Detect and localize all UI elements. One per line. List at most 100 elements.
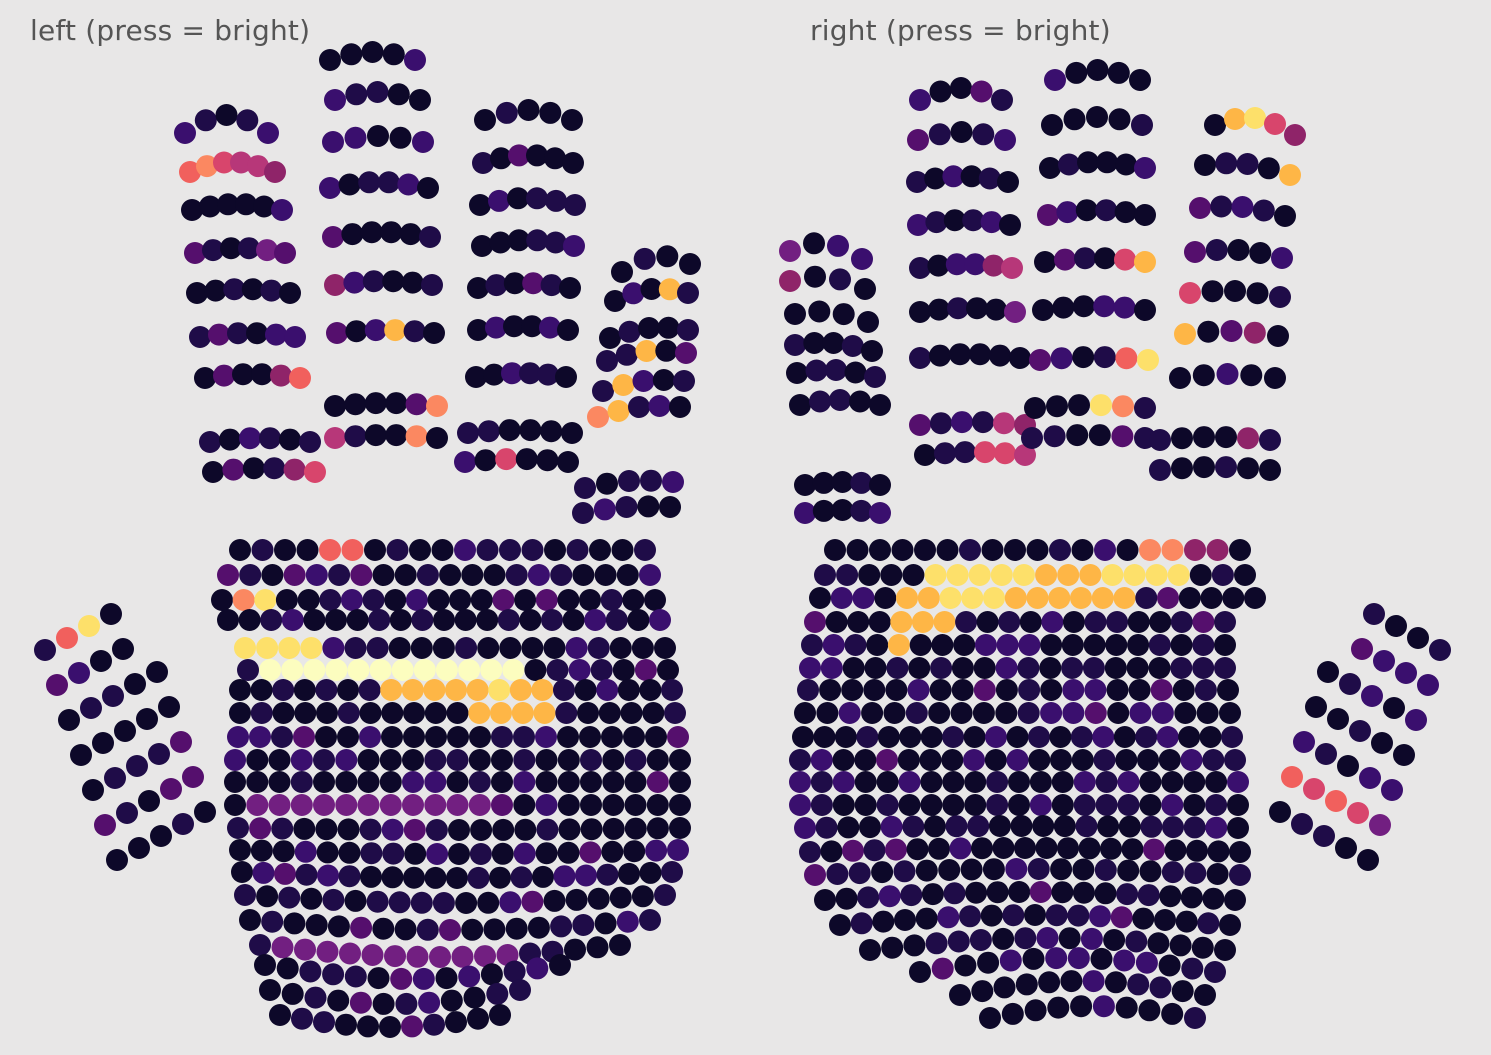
sensor-dot — [779, 240, 801, 262]
sensor-dot — [489, 866, 511, 889]
sensor-dot — [961, 587, 984, 609]
sensor-dot — [994, 129, 1016, 151]
sensor-dot — [656, 245, 679, 268]
sensor-dot — [401, 1015, 423, 1038]
sensor-dot — [914, 539, 936, 561]
sensor-dot — [1167, 564, 1190, 586]
sensor-dot — [995, 657, 1018, 679]
sensor-dot — [602, 794, 625, 816]
sensor-dot — [602, 817, 625, 840]
sensor-dot — [483, 918, 506, 941]
sensor-dot — [1184, 241, 1206, 263]
sensor-dot — [673, 370, 695, 392]
sensor-dot — [789, 771, 811, 793]
sensor-dot — [902, 564, 925, 586]
sensor-dot — [469, 194, 491, 216]
sensor-dot — [829, 914, 851, 936]
sensor-dot — [106, 849, 128, 871]
sensor-dot — [880, 564, 903, 586]
sensor-dot — [623, 840, 646, 863]
sensor-dot — [1095, 794, 1118, 816]
sensor-dot — [513, 749, 536, 771]
sensor-dot — [411, 609, 434, 631]
sensor-dot — [194, 109, 217, 132]
sensor-dot — [1115, 996, 1138, 1019]
sensor-dot — [950, 702, 973, 724]
sensor-dot — [1169, 934, 1192, 957]
sensor-dot — [90, 650, 112, 672]
sensor-dot — [1072, 881, 1095, 904]
sensor-dot — [1219, 914, 1241, 936]
sensor-dot — [1005, 858, 1028, 880]
sensor-dot — [447, 726, 469, 748]
sensor-dot — [303, 609, 326, 631]
right-hand-sensors — [779, 59, 1451, 1029]
sensor-dot — [909, 347, 931, 369]
sensor-dot — [1224, 749, 1246, 771]
sensor-dot — [667, 839, 689, 861]
sensor-dot — [472, 152, 494, 174]
sensor-dot — [527, 564, 550, 586]
sensor-dot — [446, 749, 469, 771]
sensor-dot — [593, 498, 616, 521]
sensor-dot — [477, 420, 500, 443]
sensor-dot — [94, 814, 116, 836]
sensor-dot — [896, 587, 918, 609]
sensor-dot — [435, 967, 458, 990]
sensor-dot — [237, 659, 259, 681]
sensor-dot — [382, 270, 405, 293]
sensor-dot — [786, 362, 808, 384]
sensor-dot — [281, 609, 304, 631]
sensor-dot — [509, 679, 532, 701]
sensor-dot — [909, 89, 931, 111]
sensor-dot — [927, 254, 950, 277]
sensor-dot — [532, 865, 554, 888]
sensor-dot — [507, 187, 529, 210]
sensor-dot — [640, 469, 662, 492]
sensor-dot — [379, 1016, 401, 1038]
sensor-dot — [963, 726, 986, 748]
sensor-dot — [1083, 634, 1106, 656]
sensor-dot — [349, 991, 372, 1014]
sensor-dot — [1050, 858, 1073, 881]
sensor-dot — [1084, 679, 1107, 701]
sensor-dot — [337, 818, 360, 841]
sensor-dot — [251, 363, 273, 386]
sensor-dot — [1202, 887, 1225, 910]
sensor-dot — [1071, 749, 1094, 771]
sensor-dot — [568, 659, 591, 681]
sensor-dot — [618, 470, 640, 492]
sensor-dot — [616, 910, 639, 933]
sensor-dot — [315, 726, 337, 748]
sensor-dot — [344, 965, 367, 988]
sensor-dot — [405, 393, 428, 416]
sensor-dot — [832, 303, 855, 326]
sensor-dot — [1229, 864, 1251, 886]
sensor-dot — [831, 499, 854, 521]
sensor-dot — [947, 297, 969, 320]
sensor-dot — [357, 771, 380, 793]
sensor-dot — [1205, 239, 1228, 261]
sensor-dot — [996, 634, 1019, 656]
sensor-dot — [259, 659, 282, 681]
sensor-dot — [993, 976, 1016, 999]
sensor-dot — [951, 679, 974, 701]
sensor-dot — [909, 634, 932, 656]
sensor-dot — [620, 702, 643, 724]
sensor-dot — [294, 702, 317, 724]
sensor-dot — [942, 794, 965, 816]
sensor-dot — [254, 589, 277, 611]
sensor-dot — [1115, 749, 1138, 771]
sensor-dot — [229, 539, 251, 561]
sensor-dot — [231, 861, 253, 883]
sensor-dot — [974, 634, 997, 656]
sensor-dot — [602, 771, 625, 793]
sensor-dot — [810, 749, 833, 771]
sensor-dot — [1045, 904, 1068, 927]
sensor-dot — [813, 726, 836, 748]
sensor-dot — [841, 679, 864, 701]
sensor-dot — [502, 659, 525, 681]
sensor-dot — [622, 589, 645, 611]
sensor-dot — [1018, 634, 1041, 656]
sensor-dot — [1018, 679, 1041, 701]
